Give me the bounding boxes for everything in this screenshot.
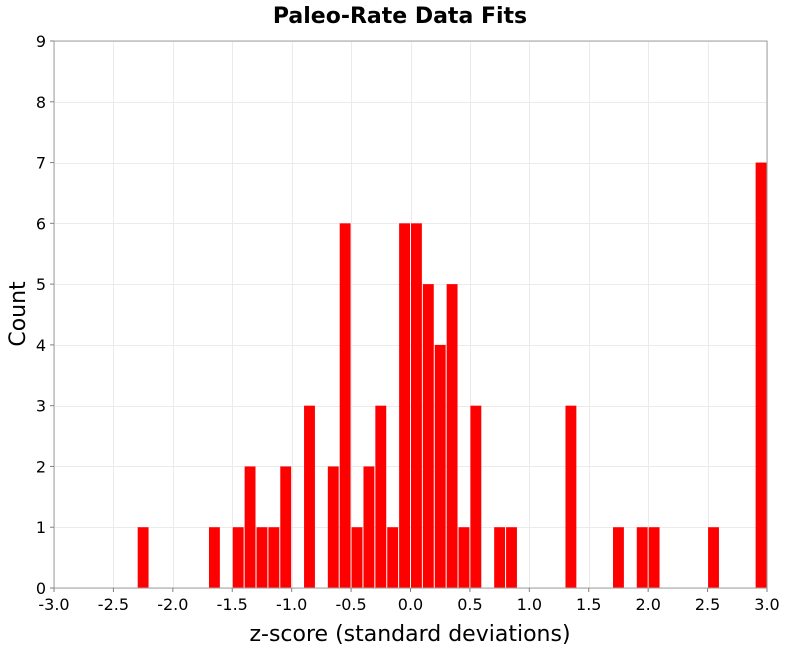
histogram-bar [244, 466, 256, 588]
histogram-bar [565, 405, 577, 588]
histogram-bar [506, 527, 517, 588]
histogram-bar [268, 527, 280, 588]
x-tick-label: -3.0 [38, 595, 69, 614]
histogram-bar [256, 527, 268, 588]
histogram-bar [375, 405, 387, 588]
y-tick-label: 5 [36, 275, 46, 294]
x-tick-label: 2.5 [695, 595, 720, 614]
histogram-bar [399, 223, 410, 588]
histogram-bar [387, 527, 399, 588]
histogram-bar [446, 284, 458, 588]
histogram-bar [351, 527, 363, 588]
x-tick-label: -2.5 [98, 595, 129, 614]
histogram-bar [137, 527, 149, 588]
histogram-bar [755, 162, 767, 588]
histogram-bar [470, 405, 482, 588]
histogram-bar [613, 527, 624, 588]
histogram-bar [636, 527, 648, 588]
histogram-bar [411, 223, 422, 588]
x-tick-label: 1.0 [517, 595, 542, 614]
y-tick-label: 4 [36, 336, 46, 355]
histogram-bar [458, 527, 470, 588]
x-tick-label: 0.0 [398, 595, 423, 614]
histogram-bar [280, 466, 292, 588]
x-tick-label: -1.5 [217, 595, 248, 614]
y-tick-label: 1 [36, 518, 46, 537]
x-tick-label: 0.5 [457, 595, 482, 614]
x-tick-label: 3.0 [754, 595, 779, 614]
y-tick-label: 7 [36, 154, 46, 173]
y-tick-label: 6 [36, 214, 46, 233]
histogram-bar [304, 405, 315, 588]
histogram-bar [208, 527, 220, 588]
plot-area-frame [53, 40, 768, 589]
tick-layer: -3.0 -2.5 -2.0 -1.5 -1.0 -0.5 0.0 0.5 1.0 1.5 2.0 2… [36, 32, 780, 614]
histogram-bar [327, 466, 339, 588]
histogram-bar [232, 527, 244, 588]
x-tick-label: -2.0 [157, 595, 188, 614]
x-tick-label: -0.5 [335, 595, 366, 614]
grid-layer [54, 41, 768, 589]
histogram-bar [494, 527, 506, 588]
bar-layer [137, 162, 767, 588]
histogram-bar [363, 466, 375, 588]
histogram-bar [339, 223, 351, 588]
x-axis-label: z-score (standard deviations) [249, 622, 570, 647]
histogram-bar [708, 527, 719, 588]
y-axis-label: Count [6, 281, 31, 347]
x-tick-label: -1.0 [276, 595, 307, 614]
histogram-bar [422, 284, 434, 588]
y-tick-label: 9 [36, 32, 46, 51]
y-tick-label: 3 [36, 397, 46, 416]
y-tick-label: 0 [36, 579, 46, 598]
chart-title: Paleo-Rate Data Fits [273, 4, 527, 29]
y-tick-label: 8 [36, 93, 46, 112]
x-tick-label: 2.0 [635, 595, 660, 614]
x-tick-label: 1.5 [576, 595, 601, 614]
histogram-bar [648, 527, 660, 588]
histogram-bar [434, 344, 446, 588]
y-tick-label: 2 [36, 457, 46, 476]
